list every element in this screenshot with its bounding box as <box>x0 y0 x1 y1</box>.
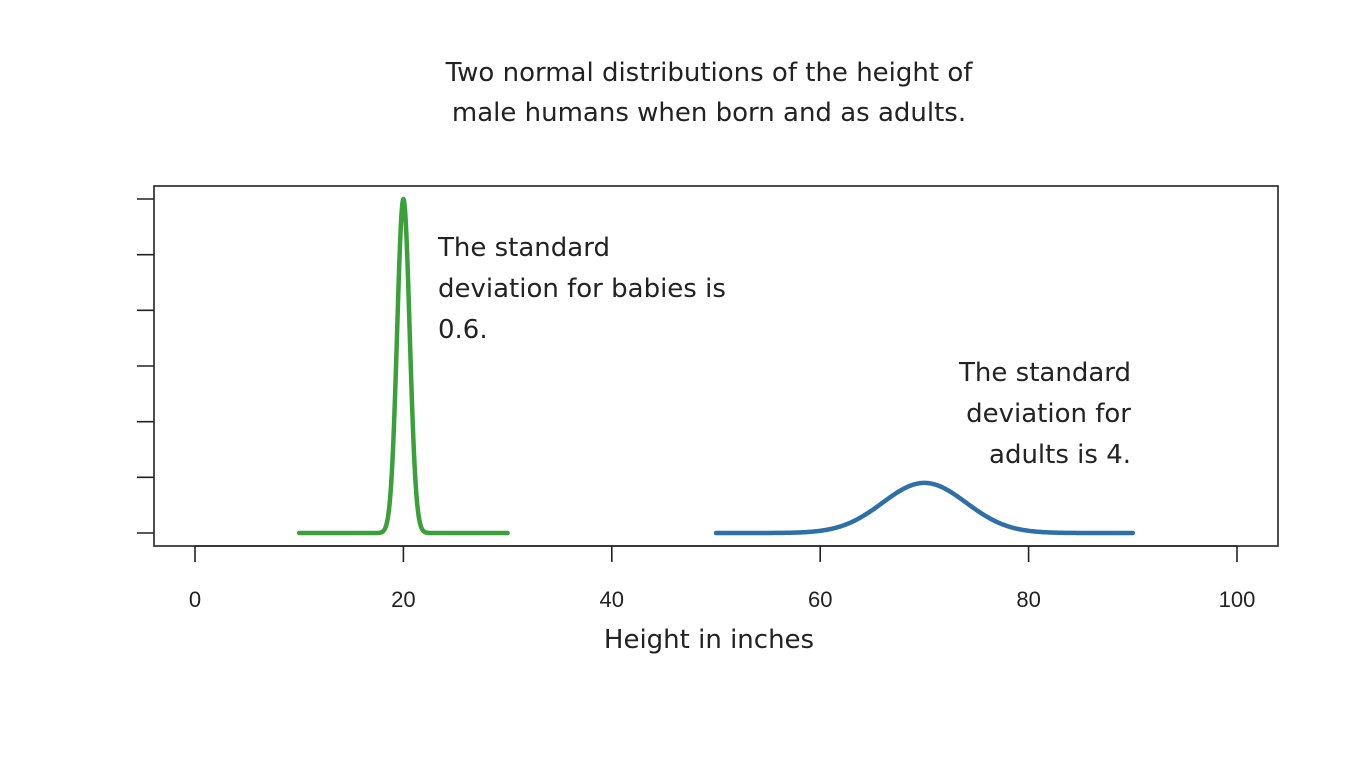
annotation-babies-line-2: deviation for babies is <box>438 274 726 304</box>
x-tick-label: 80 <box>1016 587 1040 612</box>
x-tick-label: 20 <box>391 587 415 612</box>
babies-distribution-curve <box>296 196 510 536</box>
annotation-adults: The standard deviation for adults is 4. <box>958 358 1131 470</box>
y-axis <box>137 198 154 534</box>
chart-title-line-2: male humans when born and as adults. <box>452 98 966 128</box>
adults-distribution-curve <box>713 480 1136 536</box>
series-layer <box>296 196 1136 536</box>
annotation-adults-line-3: adults is 4. <box>989 440 1131 470</box>
annotation-babies-line-1: The standard <box>437 233 610 263</box>
annotation-adults-line-1: The standard <box>958 358 1131 388</box>
x-tick-label: 40 <box>600 587 624 612</box>
annotation-babies-line-3: 0.6. <box>438 315 488 345</box>
annotation-adults-line-2: deviation for <box>966 399 1131 429</box>
x-axis-label: Height in inches <box>604 625 814 655</box>
chart-title-line-1: Two normal distributions of the height o… <box>445 58 974 88</box>
x-tick-label: 0 <box>189 587 201 612</box>
x-tick-label: 60 <box>808 587 832 612</box>
x-tick-label: 100 <box>1219 587 1256 612</box>
x-axis: 0 20 40 60 80 100 <box>189 545 1256 612</box>
annotation-babies: The standard deviation for babies is 0.6… <box>437 233 726 345</box>
